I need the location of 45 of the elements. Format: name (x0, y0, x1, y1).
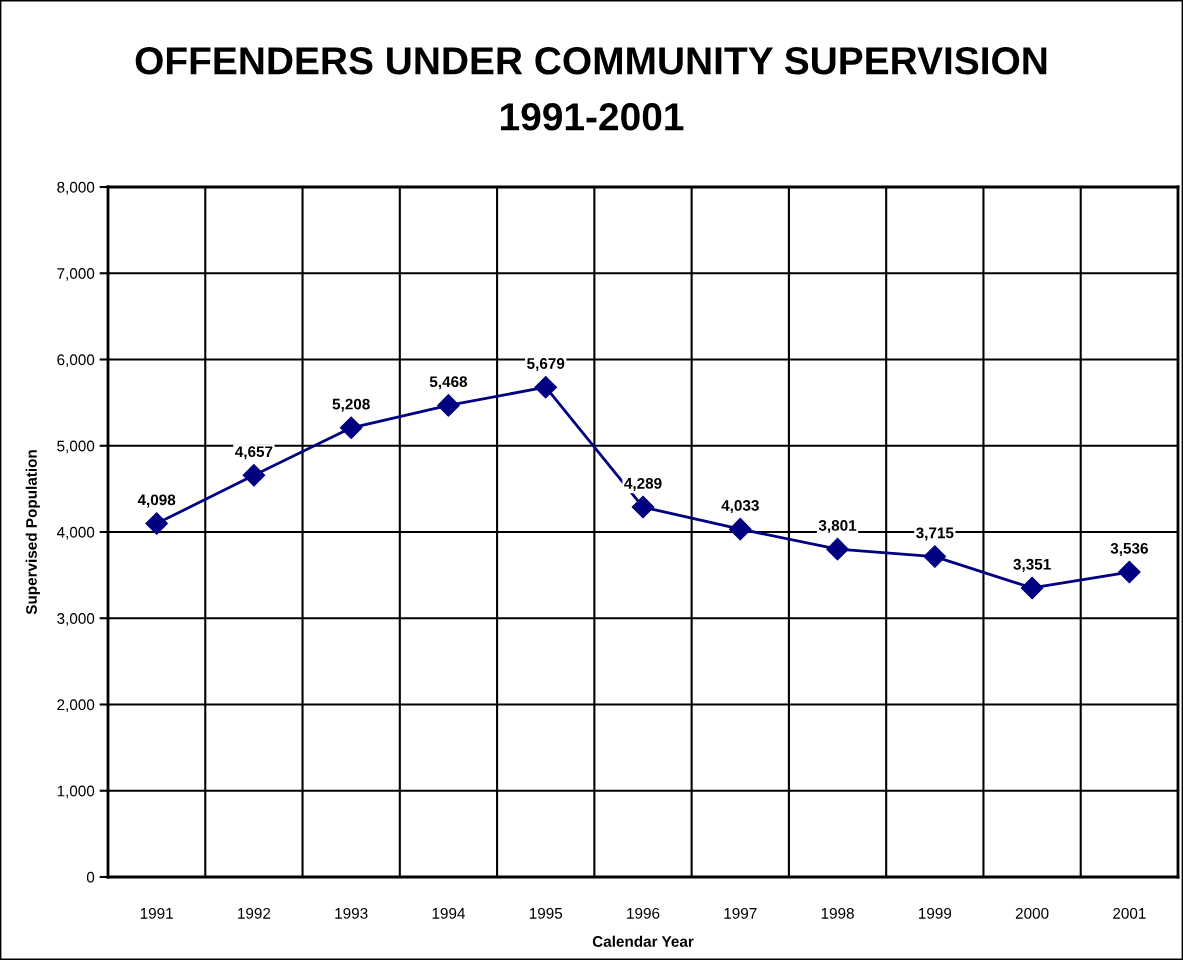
data-label: 5,679 (527, 358, 565, 372)
y-axis-title: Supervised Population (25, 450, 40, 615)
point (1020, 576, 1044, 600)
x-axis-title: Calendar Year (592, 935, 694, 947)
data-label: 4,033 (721, 500, 759, 514)
x-tick-label: 2000 (1015, 907, 1049, 919)
x-tick-label: 1991 (140, 907, 173, 919)
data-label: 4,098 (137, 494, 176, 508)
y-tick-label: 5,000 (57, 440, 95, 454)
x-tick-label: 1995 (529, 907, 563, 919)
y-tick-label: 3,000 (57, 613, 95, 626)
point (923, 545, 947, 568)
x-tick-label: 1992 (238, 907, 271, 919)
y-tick-label: 8,000 (57, 181, 95, 195)
point (242, 464, 266, 487)
y-tick-label: 2,000 (57, 699, 95, 712)
x-tick-label: 1993 (335, 907, 368, 919)
point (631, 495, 655, 519)
data-label: 4,289 (624, 477, 662, 491)
data-label: 3,801 (818, 520, 857, 534)
y-tick-label: 6,000 (57, 354, 95, 367)
data-label: 5,468 (429, 376, 468, 390)
x-tick-label: 1996 (627, 907, 660, 919)
x-tick-label: 2001 (1113, 907, 1146, 919)
y-tick-label: 0 (86, 871, 95, 883)
y-tick-label: 7,000 (57, 268, 95, 281)
chart-title: OFFENDERS UNDER COMMUNITY SUPERVISION 1991-2001 (135, 47, 1047, 131)
data-label: 3,715 (916, 527, 954, 541)
data-label: 3,351 (1013, 558, 1051, 572)
point (145, 512, 168, 535)
point (1118, 560, 1141, 584)
y-tick-label: 1,000 (57, 785, 95, 799)
y-tick-label: 4,000 (56, 526, 95, 540)
point (437, 394, 460, 417)
x-tick-label: 1997 (724, 907, 757, 919)
x-tick-label: 1994 (432, 907, 465, 919)
data-label: 5,208 (332, 398, 370, 412)
data-label: 4,657 (235, 446, 273, 460)
point (534, 375, 558, 399)
x-tick-label: 1999 (918, 907, 952, 919)
point (339, 416, 363, 440)
x-tick-label: 1998 (821, 907, 854, 919)
point (728, 517, 752, 541)
point (826, 537, 849, 561)
data-label: 3,536 (1110, 542, 1148, 556)
